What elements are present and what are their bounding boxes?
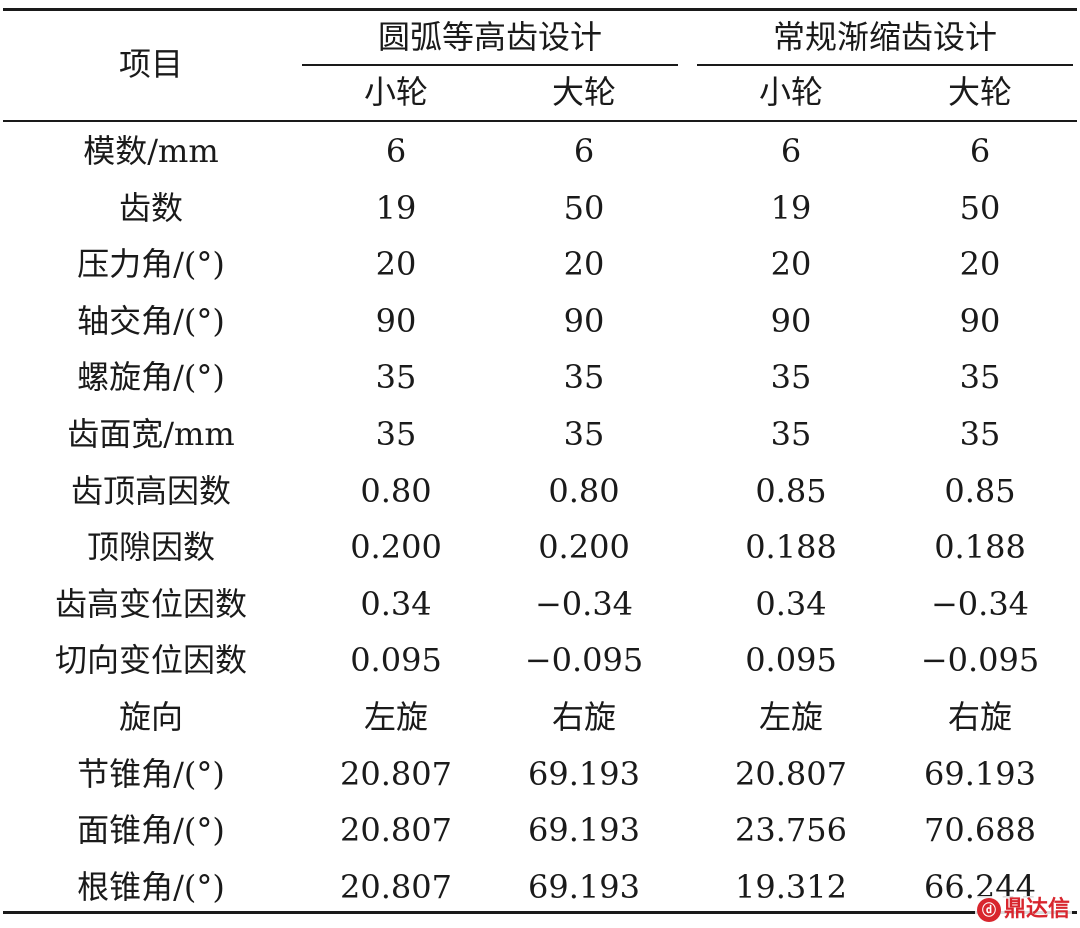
table-cell: 0.85 [944, 472, 1016, 510]
row-label: 齿顶高因数 [70, 472, 231, 510]
table-cell: 69.193 [528, 755, 640, 793]
table-cell: 20 [959, 245, 1001, 283]
table-cell: 35 [375, 358, 417, 396]
table-cell: 35 [959, 358, 1001, 396]
row-label: 齿数 [118, 189, 183, 227]
table-cell: 35 [563, 358, 605, 396]
table-cell: −0.095 [524, 641, 644, 679]
ddx-logo-icon: ⓓ [976, 898, 1001, 922]
row-label: 模数/mm [83, 132, 219, 170]
header-sub-pinion-b: 小轮 [758, 73, 823, 111]
table-cell: 0.188 [745, 528, 837, 566]
table-cell: 35 [959, 415, 1001, 453]
table-cell: 90 [563, 302, 605, 340]
table-cell: 0.188 [934, 528, 1026, 566]
row-label: 压力角/(°) [77, 245, 225, 283]
table-cell: 0.34 [360, 585, 432, 623]
row-label: 齿面宽/mm [67, 415, 235, 453]
table-cell: 20.807 [340, 755, 452, 793]
table-cell: 0.200 [350, 528, 442, 566]
table-cell: 20.807 [735, 755, 847, 793]
row-label: 节锥角/(°) [77, 755, 225, 793]
table-cell: 0.095 [350, 641, 442, 679]
row-label: 面锥角/(°) [77, 811, 225, 849]
table-cell: 35 [563, 415, 605, 453]
table-cell: 6 [969, 132, 991, 170]
table-cell: −0.095 [920, 641, 1040, 679]
table-cell: 20 [563, 245, 605, 283]
table-cell: 6 [385, 132, 407, 170]
header-item-label: 项目 [118, 45, 183, 83]
table-cell: 0.34 [755, 585, 827, 623]
table-cell: 6 [780, 132, 802, 170]
table-cell: 0.85 [755, 472, 827, 510]
table-cell: 20.807 [340, 811, 452, 849]
table-header-rule [3, 120, 1077, 122]
table-top-rule [3, 8, 1077, 11]
table-cell: −0.34 [534, 585, 634, 623]
header-sub-gear-b: 大轮 [947, 73, 1012, 111]
header-group-arc-design: 圆弧等高齿设计 [377, 18, 602, 56]
table-cell: 90 [770, 302, 812, 340]
table-cell: 右旋 [551, 698, 616, 736]
table-cell: 19 [770, 189, 812, 227]
table-cell: 19 [375, 189, 417, 227]
table-cell: 19.312 [735, 868, 847, 906]
table-cell: 23.756 [735, 811, 847, 849]
table-cell: 35 [770, 358, 812, 396]
row-label: 根锥角/(°) [77, 868, 225, 906]
table-cell: 左旋 [758, 698, 823, 736]
table-cell: 0.200 [538, 528, 630, 566]
table-cell: 35 [375, 415, 417, 453]
table-cell: −0.34 [930, 585, 1030, 623]
row-label: 齿高变位因数 [54, 585, 247, 623]
table-cell: 69.193 [528, 868, 640, 906]
row-label: 轴交角/(°) [77, 302, 225, 340]
header-sub-gear-a: 大轮 [551, 73, 616, 111]
header-group-taper-design: 常规渐缩齿设计 [772, 18, 997, 56]
table-cell: 35 [770, 415, 812, 453]
table-cell: 20 [375, 245, 417, 283]
table-cell: 90 [959, 302, 1001, 340]
table-bottom-rule [3, 911, 1077, 914]
table-cell: 0.095 [745, 641, 837, 679]
watermark: ⓓ 鼎达信 [974, 896, 1072, 924]
row-label: 螺旋角/(°) [77, 358, 225, 396]
table-cell: 50 [563, 189, 605, 227]
table-cell: 左旋 [363, 698, 428, 736]
table-cell: 0.80 [360, 472, 432, 510]
group-b-underline [697, 64, 1073, 66]
table-cell: 20 [770, 245, 812, 283]
table-cell: 69.193 [924, 755, 1036, 793]
table-cell: 20.807 [340, 868, 452, 906]
table-cell: 70.688 [924, 811, 1036, 849]
table-cell: 69.193 [528, 811, 640, 849]
watermark-text: 鼎达信 [1003, 897, 1070, 922]
group-a-underline [302, 64, 678, 66]
row-label: 旋向 [118, 698, 183, 736]
row-label: 切向变位因数 [54, 641, 247, 679]
row-label: 顶隙因数 [86, 528, 215, 566]
table-cell: 右旋 [947, 698, 1012, 736]
table-cell: 6 [573, 132, 595, 170]
table-cell: 50 [959, 189, 1001, 227]
header-sub-pinion-a: 小轮 [363, 73, 428, 111]
table-cell: 90 [375, 302, 417, 340]
table-cell: 0.80 [548, 472, 620, 510]
